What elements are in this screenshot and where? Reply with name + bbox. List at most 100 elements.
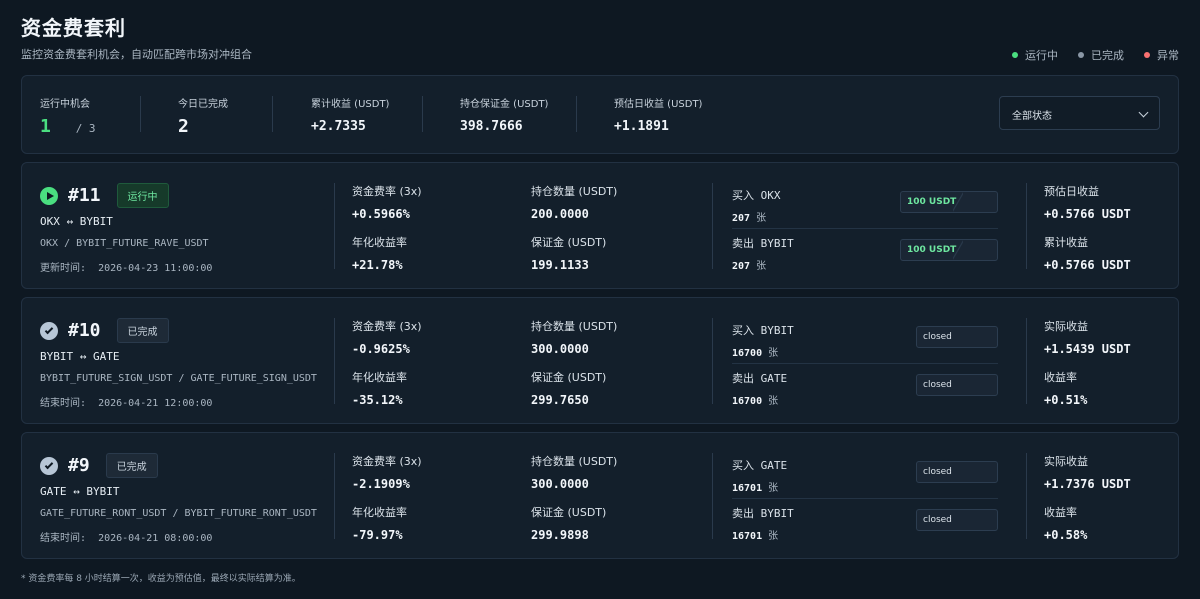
divider — [712, 318, 713, 404]
stat-value: +2.7335 — [311, 119, 366, 134]
stat-label: 累计收益 (USDT) — [311, 99, 390, 110]
leg-title: 卖出 BYBIT — [732, 237, 794, 250]
timestamp: 结束时间: 2026-04-21 08:00:00 — [40, 529, 212, 544]
chevron-down-icon — [1138, 107, 1149, 118]
label: 累计收益 — [1044, 236, 1088, 249]
opportunity-card[interactable]: #10 已完成 BYBIT ↔ GATE BYBIT_FUTURE_SIGN_U… — [21, 297, 1179, 424]
label: 收益率 — [1044, 506, 1077, 519]
leg-tag: 100 USDT — [900, 191, 998, 213]
leg-tag: closed — [916, 509, 998, 531]
stat-margin: 持仓保证金 (USDT) 398.7666 — [460, 95, 548, 134]
label: 收益率 — [1044, 371, 1077, 384]
divider — [140, 96, 141, 132]
divider — [1026, 453, 1027, 539]
label: 年化收益率 — [352, 506, 407, 519]
value: +0.58% — [1044, 528, 1088, 542]
divider — [422, 96, 423, 132]
running-total: / 3 — [75, 122, 96, 135]
opportunity-id: #11 — [68, 185, 101, 206]
opportunity-card[interactable]: #9 已完成 GATE ↔ BYBIT GATE_FUTURE_RONT_USD… — [21, 432, 1179, 559]
value: 299.7650 — [531, 393, 589, 407]
value: 299.9898 — [531, 528, 589, 542]
position-margin: 保证金 (USDT) 199.1133 — [531, 234, 606, 272]
running-dot-icon — [1012, 52, 1018, 58]
buy-leg: 买入 OKX 207 张 100 USDT — [732, 187, 998, 224]
play-icon — [40, 186, 58, 205]
label: 保证金 (USDT) — [531, 506, 607, 519]
value: 300.0000 — [531, 477, 589, 491]
stat-label: 今日已完成 — [178, 99, 228, 110]
leg-qty: 207 张 — [732, 261, 767, 272]
exchange-pair: BYBIT ↔ GATE — [40, 350, 120, 363]
legend-label: 已完成 — [1091, 49, 1124, 62]
symbol-pair: GATE_FUTURE_RONT_USDT / BYBIT_FUTURE_RON… — [40, 508, 317, 519]
leg-tag: 100 USDT — [900, 239, 998, 261]
profit-primary: 预估日收益 +0.5766 USDT — [1044, 183, 1131, 221]
position-margin: 保证金 (USDT) 299.7650 — [531, 369, 606, 407]
stat-label: 运行中机会 — [40, 99, 90, 110]
timestamp: 结束时间: 2026-04-21 12:00:00 — [40, 394, 212, 409]
leg-qty: 16701 张 — [732, 531, 779, 542]
value: +1.7376 USDT — [1044, 477, 1131, 491]
stat-running: 运行中机会 1 / 3 — [40, 95, 96, 137]
profit-primary: 实际收益 +1.7376 USDT — [1044, 453, 1131, 491]
time-label: 结束时间: — [40, 398, 87, 409]
stat-label: 持仓保证金 (USDT) — [460, 99, 549, 110]
stat-daily: 预估日收益 (USDT) +1.1891 — [614, 95, 702, 134]
stat-value: +1.1891 — [614, 119, 669, 134]
stat-value: 1 / 3 — [40, 116, 96, 137]
opportunity-card[interactable]: #11 运行中 OKX ↔ BYBIT OKX / BYBIT_FUTURE_R… — [21, 162, 1179, 289]
time-value: 2026-04-23 11:00:00 — [98, 263, 213, 274]
label: 预估日收益 — [1044, 185, 1099, 198]
label: 实际收益 — [1044, 455, 1088, 468]
profit-secondary: 收益率 +0.51% — [1044, 369, 1087, 407]
value: -35.12% — [352, 393, 403, 407]
page-subtitle: 监控资金费套利机会，自动匹配跨市场对冲组合 — [21, 48, 252, 61]
label: 年化收益率 — [352, 371, 407, 384]
leg-qty: 16701 张 — [732, 483, 779, 494]
leg-qty: 207 张 — [732, 213, 767, 224]
leg-qty: 16700 张 — [732, 396, 779, 407]
funding-rate: 资金费率 (3x) +0.5966% — [352, 183, 422, 221]
leg-title: 卖出 GATE — [732, 372, 788, 385]
page-title: 资金费套利 — [21, 16, 126, 40]
label: 持仓数量 (USDT) — [531, 185, 618, 198]
profit-secondary: 收益率 +0.58% — [1044, 504, 1087, 542]
leg-tag: closed — [916, 374, 998, 396]
time-label: 结束时间: — [40, 533, 87, 544]
legend-label: 异常 — [1157, 49, 1179, 62]
status-badge: 已完成 — [116, 318, 169, 343]
divider — [576, 96, 577, 132]
divider — [1026, 318, 1027, 404]
value: 199.1133 — [531, 258, 589, 272]
divider — [712, 453, 713, 539]
sell-leg: 卖出 BYBIT 207 张 100 USDT — [732, 235, 998, 272]
card-heading: #11 运行中 — [40, 183, 169, 208]
time-label: 更新时间: — [40, 263, 87, 274]
position-qty: 持仓数量 (USDT) 200.0000 — [531, 183, 617, 221]
label: 资金费率 (3x) — [352, 185, 422, 198]
legend-label: 运行中 — [1025, 49, 1058, 62]
leg-qty: 16700 张 — [732, 348, 779, 359]
value: +0.5766 USDT — [1044, 258, 1131, 272]
label: 保证金 (USDT) — [531, 371, 607, 384]
status-badge: 运行中 — [116, 183, 169, 208]
value: -0.9625% — [352, 342, 410, 356]
time-value: 2026-04-21 08:00:00 — [98, 533, 213, 544]
label: 资金费率 (3x) — [352, 455, 422, 468]
divider — [1026, 183, 1027, 269]
funding-rate: 资金费率 (3x) -2.1909% — [352, 453, 422, 491]
status-filter-select[interactable]: 全部状态 — [999, 96, 1160, 130]
legend-done: 已完成 — [1078, 47, 1124, 63]
page-header: 资金费套利 监控资金费套利机会，自动匹配跨市场对冲组合 运行中 已完成 异常 — [21, 12, 1179, 62]
position-qty: 持仓数量 (USDT) 300.0000 — [531, 318, 617, 356]
label: 持仓数量 (USDT) — [531, 455, 618, 468]
divider — [732, 363, 998, 364]
label: 实际收益 — [1044, 320, 1088, 333]
leg-title: 买入 OKX — [732, 189, 781, 202]
check-icon — [40, 456, 58, 475]
status-legend: 运行中 已完成 异常 — [1012, 47, 1179, 63]
label: 年化收益率 — [352, 236, 407, 249]
label: 持仓数量 (USDT) — [531, 320, 618, 333]
annual-yield: 年化收益率 -35.12% — [352, 369, 407, 407]
